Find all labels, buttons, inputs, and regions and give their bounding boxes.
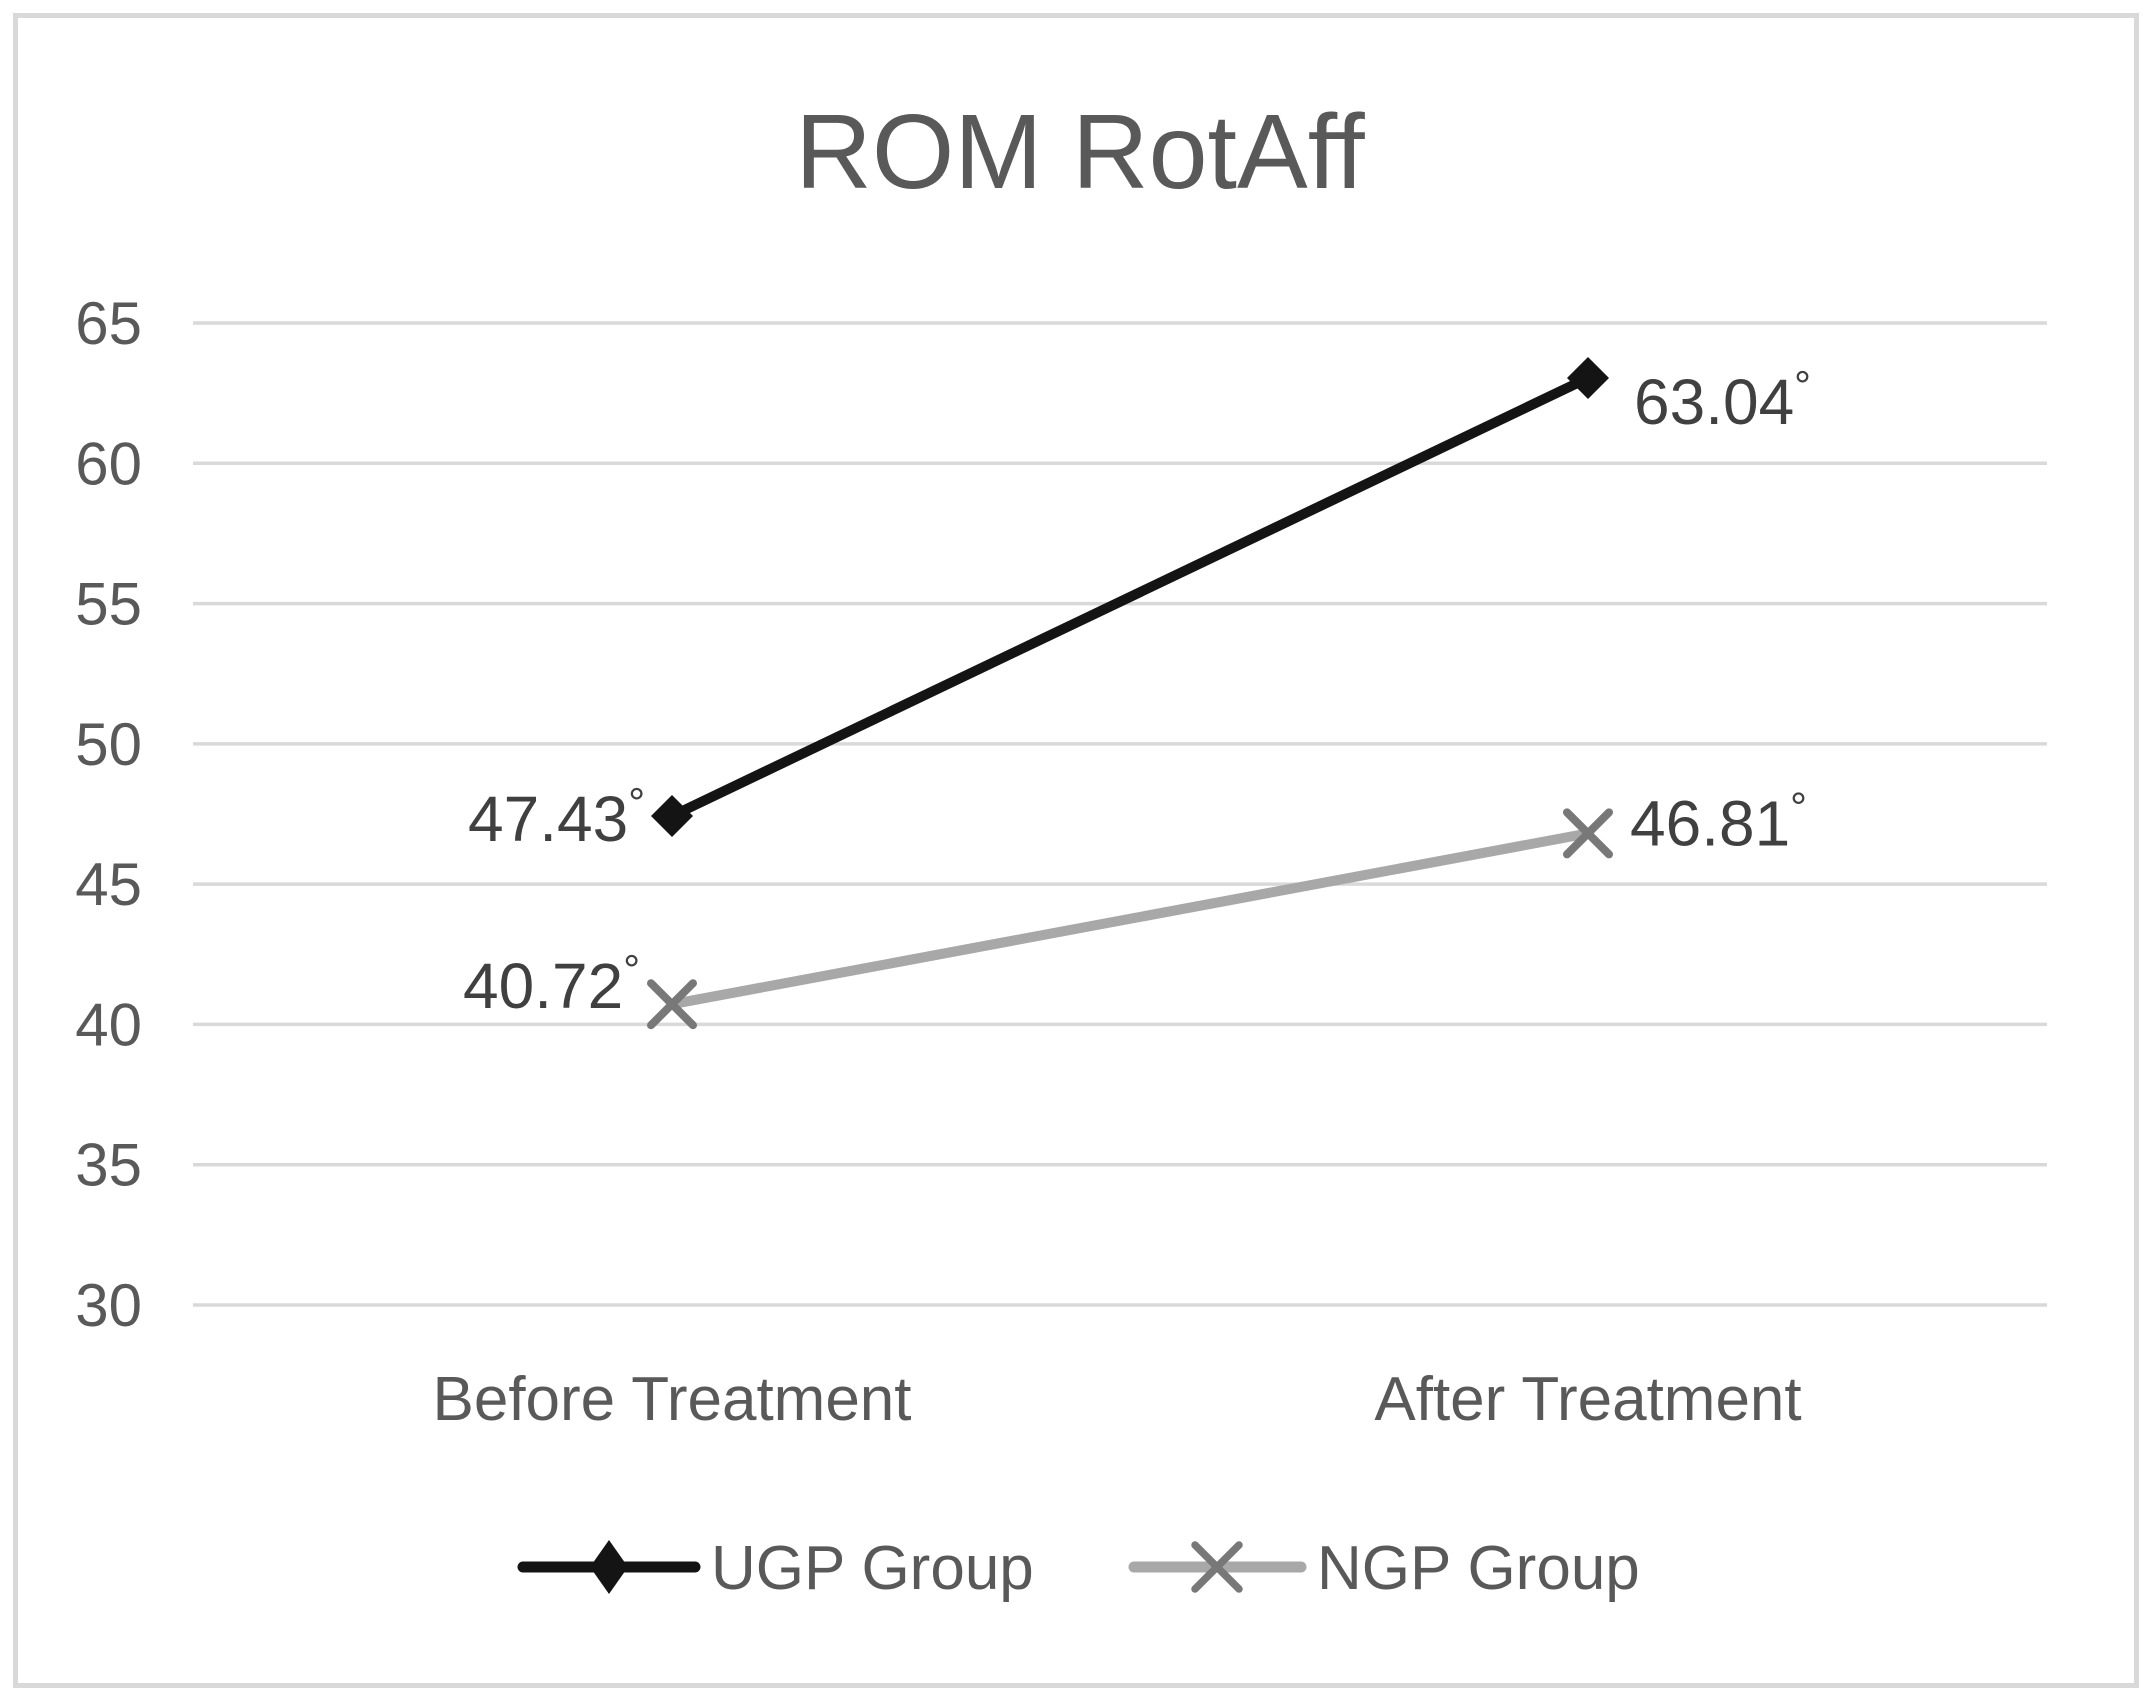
y-tick-label: 60 xyxy=(75,430,142,497)
y-tick-label: 50 xyxy=(75,711,142,778)
legend-item-ngp-group: NGP Group xyxy=(1128,1534,1640,1603)
y-tick-label: 55 xyxy=(75,571,142,638)
data-label-ngp-group: 40.72° xyxy=(463,946,640,1022)
chart-frame-border xyxy=(13,13,2139,1688)
data-label-ugp-group: 63.04° xyxy=(1634,362,1811,438)
x-tick-label: Before Treatment xyxy=(432,1365,911,1434)
y-axis-labels-layer: 65 60 55 50 45 40 35 30 xyxy=(75,290,142,1339)
legend-layer: UGP Group NGP Group xyxy=(517,1534,1640,1603)
y-tick-label: 45 xyxy=(75,851,142,918)
x-marker-stroke xyxy=(647,979,697,1030)
x-marker-ngp-group xyxy=(1563,808,1613,859)
chart-title: ROM RotAff xyxy=(795,93,1365,211)
data-label-ngp-group: 46.81° xyxy=(1630,783,1807,859)
x-marker-ngp-group xyxy=(647,979,697,1030)
legend-label: NGP Group xyxy=(1317,1534,1640,1603)
series-line-ugp-group xyxy=(669,373,1591,821)
diamond-icon xyxy=(590,1540,628,1594)
data-label-ugp-group: 47.43° xyxy=(468,779,645,855)
legend-label: UGP Group xyxy=(711,1534,1034,1603)
x-axis-labels-layer: Before Treatment After Treatment xyxy=(432,1365,1801,1434)
diamond-marker-ugp-group xyxy=(651,794,693,837)
x-icon xyxy=(1191,1541,1243,1593)
y-tick-label: 40 xyxy=(75,991,142,1058)
y-tick-label: 35 xyxy=(75,1132,142,1199)
diamond-marker-ugp-group xyxy=(1567,356,1609,399)
x-tick-label: After Treatment xyxy=(1374,1365,1801,1434)
data-labels-layer: 47.43° 63.04° 40.72° 46.81° xyxy=(463,362,1811,1022)
series-layer xyxy=(647,356,1613,1030)
x-marker-stroke xyxy=(1563,808,1613,859)
legend-item-ugp-group: UGP Group xyxy=(517,1534,1034,1603)
y-tick-label: 65 xyxy=(75,290,142,357)
series-line-ngp-group xyxy=(671,828,1589,1010)
y-tick-label: 30 xyxy=(75,1272,142,1339)
